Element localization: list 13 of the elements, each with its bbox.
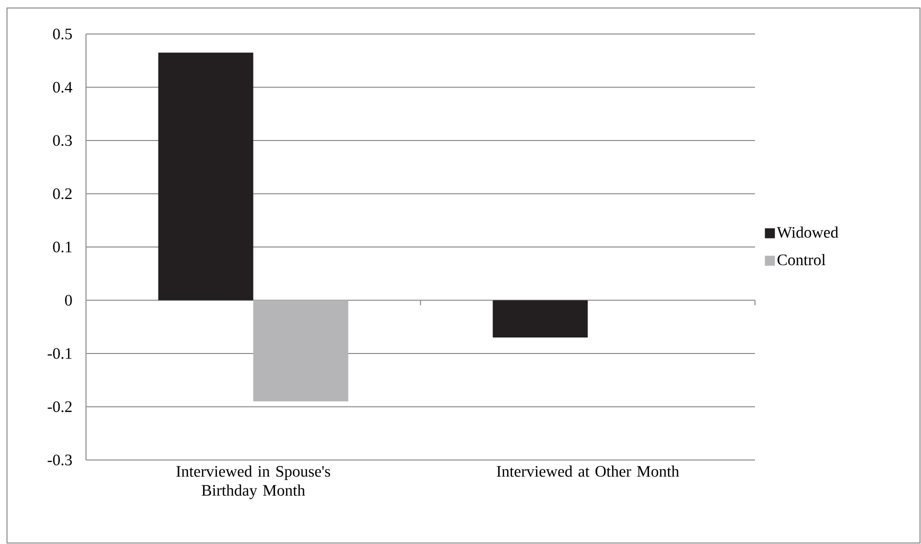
y-tick-label: 0.2: [53, 188, 72, 200]
x-tick-label: Interviewed at Other Month: [496, 466, 680, 477]
y-tick-label: -0.1: [48, 348, 72, 359]
y-tick-label: 0: [65, 294, 72, 306]
legend-label: Widowed: [776, 226, 838, 238]
y-tick-label: 0.4: [53, 82, 72, 93]
y-tick-label: 0.5: [53, 28, 72, 40]
y-tick-label: -0.2: [48, 401, 72, 412]
y-tick-label: 0.3: [53, 135, 72, 146]
y-tick-label: -0.3: [48, 454, 72, 466]
legend-label: Control: [778, 254, 826, 266]
x-tick-label: Interviewed in Spouse's Birthday Month: [176, 466, 330, 500]
y-tick-label: 0.1: [53, 242, 72, 252]
